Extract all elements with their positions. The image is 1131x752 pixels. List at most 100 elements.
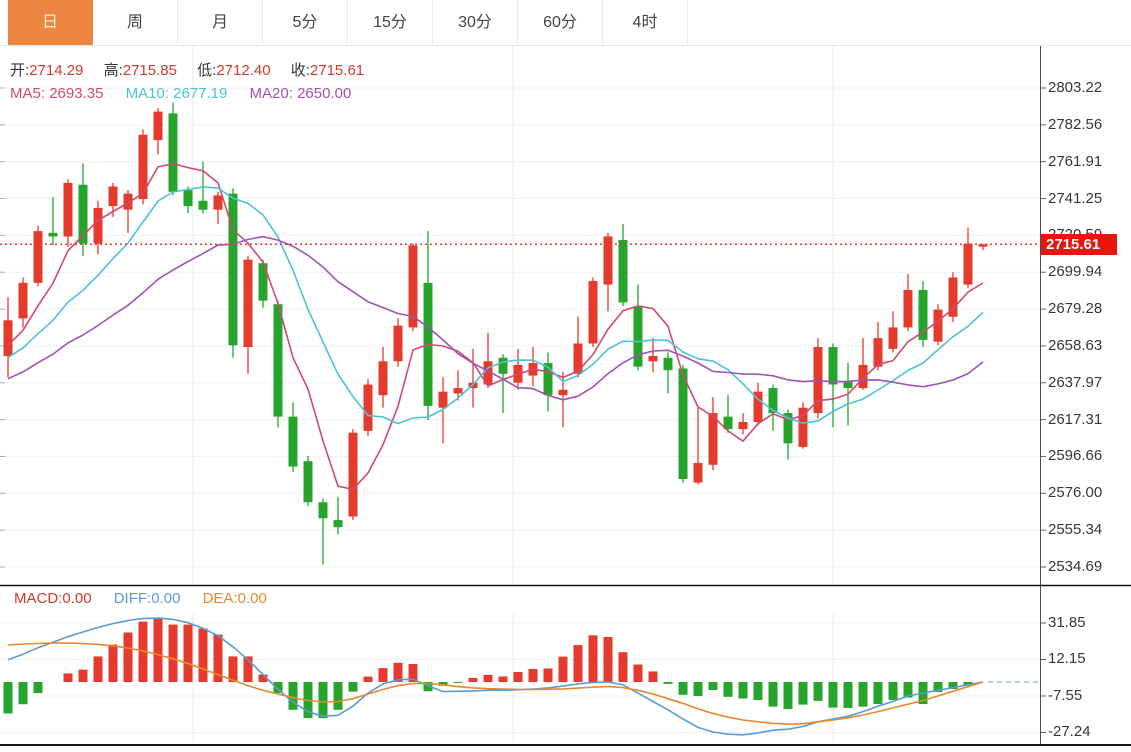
macd-bar [63,673,73,682]
open-label: 开: [10,62,30,79]
candle [393,325,403,362]
macd-bar [753,682,763,700]
candle [348,432,358,517]
candle [663,357,673,371]
candle [933,309,943,342]
candle [798,407,808,447]
macd-axis-tick: 31.85 [1048,614,1086,631]
ma10-value: 2677.19 [173,85,228,102]
candle [903,289,913,328]
tab-day[interactable]: 日 [8,0,93,45]
macd-bar [873,682,883,705]
candle [78,184,88,244]
macd-bar [693,682,703,697]
macd-bar [963,682,973,686]
macd-bar [138,621,148,682]
candle [453,388,463,394]
macd-bar [933,682,943,693]
low-label: 低: [197,62,217,79]
tab-week[interactable]: 周 [93,0,178,45]
macd-value: 0.00 [62,590,92,607]
macd-bar [198,628,208,682]
macd-bar [93,656,103,682]
price-axis-tick: 2617.31 [1048,410,1103,428]
dea-label: DEA: [202,590,238,607]
price-axis-tick: 2782.56 [1048,115,1103,133]
candle [378,361,388,396]
open-value: 2714.29 [29,62,84,79]
macd-bar [363,676,373,682]
close-value: 2715.61 [309,62,365,79]
candle [918,289,928,340]
candle [213,195,223,210]
tab-5min[interactable]: 5分 [263,0,348,45]
candle [483,361,493,385]
macd-axis-tick: -7.55 [1048,686,1083,704]
candle [588,281,598,344]
candle [198,200,208,210]
macd-bar [948,682,958,690]
candle [573,343,583,374]
macd-bar [333,682,343,710]
price-axis-tick: 2741.25 [1048,189,1103,207]
ma5-value: 2693.35 [49,85,104,102]
tab-60min[interactable]: 60分 [518,0,603,45]
macd-bar [423,682,433,692]
candle [603,236,613,285]
candle [873,338,883,367]
macd-axis-tick: -27.24 [1048,723,1091,741]
candle [123,193,133,210]
macd-bar [603,636,613,682]
macd-bar [378,668,388,682]
price-axis-tick: 2576.00 [1048,484,1103,502]
price-axis-tick: 2555.34 [1048,521,1103,539]
macd-bar [108,644,118,682]
macd-bar [663,682,673,684]
candle [708,413,718,465]
macd-bar [468,677,478,682]
tab-4hour[interactable]: 4时 [603,0,688,45]
candle [48,232,58,237]
macd-bar [393,662,403,682]
macd-bar [618,652,628,682]
candle [273,304,283,417]
tab-month[interactable]: 月 [178,0,263,45]
candle [3,320,13,356]
macd-bar [243,656,253,682]
macd-bar [123,632,133,682]
macd-bar [723,682,733,697]
candle [18,282,28,319]
macd-bar [888,682,898,700]
candle [978,244,988,247]
tab-15min[interactable]: 15分 [348,0,433,45]
dea-line [7,642,984,726]
macd-bar [438,682,448,686]
macd-bar [183,624,193,682]
macd-bar [543,668,553,682]
candle [753,391,763,422]
macd-bar [558,656,568,682]
candle [843,380,853,389]
macd-bar [843,682,853,708]
candle [648,355,658,362]
candle [783,413,793,444]
price-axis-tick: 2803.22 [1048,79,1103,96]
macd-info: MACD:0.00 DIFF:0.00 DEA:0.00 [14,590,285,607]
macd-bar [813,682,823,701]
macd-bar [348,682,358,692]
ma5-line [7,162,984,491]
candle [888,327,898,349]
candle [363,384,373,431]
candle [258,263,268,301]
dea-value: 0.00 [237,590,267,607]
candle [408,245,418,328]
candle [543,363,553,396]
high-label: 高: [103,62,123,79]
price-axis-tick: 2637.97 [1048,373,1103,391]
price-axis-tick: 2658.63 [1048,336,1103,354]
price-axis-tick: 2679.28 [1048,300,1103,318]
timeframe-tabs: 日 周 月 5分 15分 30分 60分 4时 [0,0,1131,46]
macd-axis-tick: 12.15 [1048,650,1086,668]
tab-30min[interactable]: 30分 [433,0,518,45]
